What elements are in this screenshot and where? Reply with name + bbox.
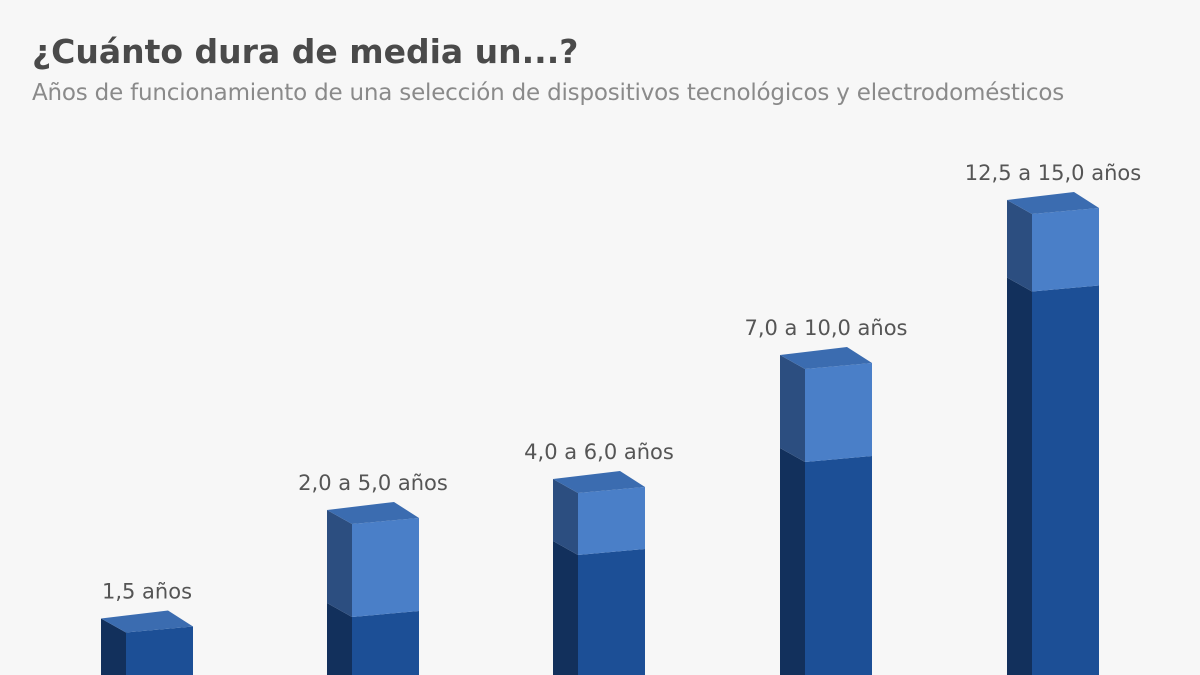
bar-4-low-side: [780, 448, 805, 675]
bar-4-low-front: [805, 456, 872, 675]
bar-2-high-side: [327, 510, 352, 617]
chart-subtitle: Años de funcionamiento de una selección …: [32, 80, 1065, 106]
bar-2-top: [327, 502, 419, 524]
bar-5-high-front: [1032, 208, 1099, 292]
data-label-2: 2,0 a 5,0 años: [298, 471, 448, 495]
bar-3-low-front: [578, 549, 645, 675]
bar-3-high-front: [578, 487, 645, 555]
bar-3-high-side: [553, 479, 578, 555]
bar-5-high-side: [1007, 200, 1032, 292]
bar-2-low-side: [327, 603, 352, 675]
bar-3-low-side: [553, 541, 578, 675]
bar-4-top: [780, 347, 872, 369]
data-label-4: 7,0 a 10,0 años: [744, 316, 907, 340]
bar-2-high-front: [352, 518, 419, 617]
bar-1-top: [101, 610, 193, 633]
bar-5-low-side: [1007, 277, 1032, 675]
data-label-1: 1,5 años: [102, 580, 192, 604]
bar-5-top: [1007, 192, 1099, 214]
bar-5-low-front: [1032, 285, 1099, 675]
bar-3-top: [553, 471, 645, 493]
bar-2-low-front: [352, 611, 419, 675]
data-label-5: 12,5 a 15,0 años: [965, 161, 1141, 185]
bar-4-high-front: [805, 363, 872, 462]
bar-4-high-side: [780, 355, 805, 462]
bar-1-low-side: [101, 618, 126, 675]
chart-title: ¿Cuánto dura de media un...?: [32, 32, 579, 71]
data-label-3: 4,0 a 6,0 años: [524, 440, 674, 464]
bar-1-low-front: [126, 626, 193, 675]
